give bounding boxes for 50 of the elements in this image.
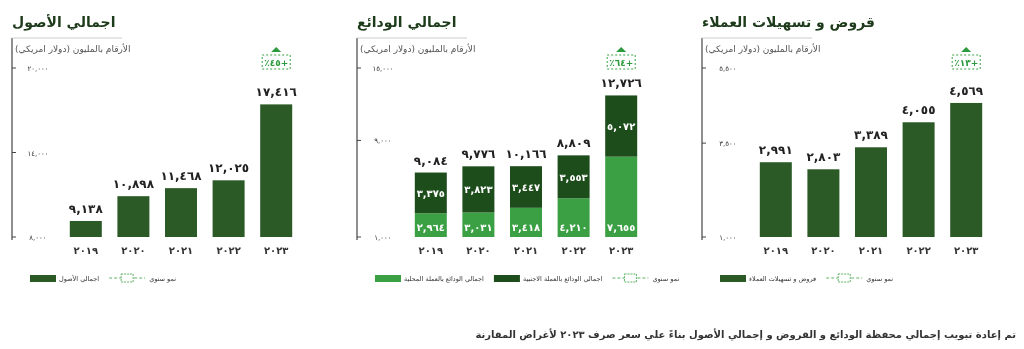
annotation: ٩,٧٧٦ <box>461 147 496 162</box>
x-tick-label: ٢٠٢٢ <box>216 245 241 256</box>
chart-title: اجمالي الأصول <box>12 14 116 31</box>
x-tick-label: ٢٠٢١ <box>168 245 194 256</box>
data-label: ٣,٥٥٣ <box>559 171 588 183</box>
x-tick-label: ٢٠٢٢ <box>561 245 586 256</box>
text: تم إعادة تبويب إجمالي محفظة الودائع و القروض و إجمالي الأصول بناءً علي سعر صرف ٢٠٢٣ لأغراض المقارنة <box>475 328 1017 341</box>
x-tick-label: ٢٠٢٣ <box>263 245 289 256</box>
x-tick-label: ٢٠٢٣ <box>953 245 979 256</box>
x-tick-label: ٢٠١٩ <box>73 245 99 256</box>
data-label: ٣,٨٢٣ <box>464 184 493 196</box>
annotation: ١٢,٧٢٦ <box>600 76 642 91</box>
data-label: ١٢,٠٢٥ <box>208 161 250 176</box>
data-label: ٣,٠٣١ <box>464 222 493 233</box>
text: ٪٦٤+ <box>609 58 634 68</box>
data-label: ٢,٩٦٤ <box>416 222 445 233</box>
x-tick-label: ٢٠٢٠ <box>811 245 836 256</box>
data-label: ١٧,٤١٦ <box>255 85 297 100</box>
data-label: ٣,٤١٨ <box>511 222 541 233</box>
data-label: ١١,٤٦٨ <box>160 169 203 184</box>
x-tick-label: ٢٠٢٣ <box>608 245 634 256</box>
chart-title: قروض و تسهيلات العملاء <box>702 14 876 31</box>
data-label: ٣,٣٧٥ <box>416 187 445 199</box>
annotation: ٨,٨٠٩ <box>556 136 592 151</box>
data-label: ٥,٠٧٢ <box>607 121 636 133</box>
data-label: ٣,٤٤٧ <box>511 182 541 194</box>
data-label: ٩,١٣٨ <box>68 201 104 216</box>
chart-title: اجمالي الودائع <box>357 14 457 31</box>
annotation: ٩,٠٨٤ <box>413 153 448 168</box>
chart-subtitle: الأرقام بالمليون (دولار امريكي) <box>360 43 476 54</box>
x-tick-label: ٢٠١٩ <box>763 245 789 256</box>
x-tick-label: ٢٠٢١ <box>858 245 884 256</box>
data-label: ٢,٩٩١ <box>758 143 793 158</box>
data-label: ٤,٠٥٥ <box>901 103 936 118</box>
data-label: ٤,٥٦٩ <box>949 83 984 98</box>
data-label: ٢,٨٠٣ <box>806 150 841 165</box>
x-tick-label: ٢٠٢٢ <box>906 245 931 256</box>
annotation: ٪٤٥+ <box>264 58 289 68</box>
data-label: ٣,٣٨٩ <box>854 128 889 143</box>
annotation: ١٠,١٦٦ <box>505 147 547 162</box>
x-tick-label: ٢٠٢١ <box>513 245 539 256</box>
x-tick-label: ٢٠٢٠ <box>466 245 491 256</box>
data-label: ٧,٦٥٥ <box>607 222 636 233</box>
chart-subtitle: الأرقام بالمليون (دولار امريكي) <box>705 43 821 54</box>
annotation: ٪١٣+ <box>954 58 979 68</box>
chart-subtitle: الأرقام بالمليون (دولار امريكي) <box>15 43 131 54</box>
x-tick-label: ٢٠١٩ <box>418 245 444 256</box>
x-tick-label: ٢٠٢٠ <box>121 245 146 256</box>
data-label: ١٠,٨٩٨ <box>112 177 155 192</box>
data-label: ٤,٢١٠ <box>559 222 588 233</box>
